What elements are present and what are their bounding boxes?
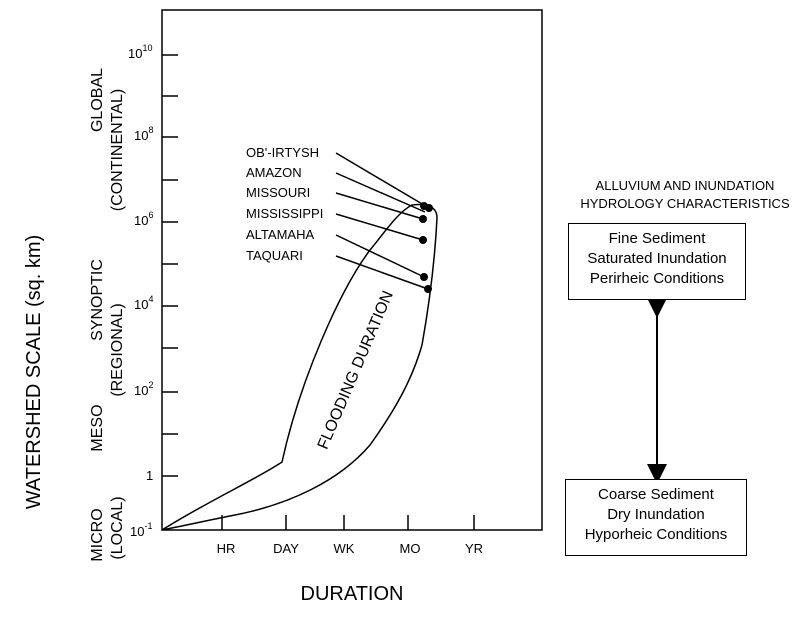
river-name-missouri: MISSOURI [246,185,310,200]
coarse-sediment-box: Coarse Sediment Dry Inundation Hyporheic… [565,479,747,556]
x-tick-label-mo: MO [400,541,421,556]
y-tick-label: 104 [134,294,153,312]
fine-sediment-box: Fine Sediment Saturated Inundation Perir… [568,223,746,300]
river-name-altamaha: ALTAMAHA [246,227,314,242]
x-tick-label-wk: WK [334,541,355,556]
river-name-amazon: AMAZON [246,165,302,180]
river-point-amazon [420,202,428,210]
scale-label-local: (LOCAL) [109,496,126,559]
envelope-label: FLOODING DURATION [315,289,397,452]
river-point-missouri [419,215,427,223]
plot-frame [161,9,543,531]
y-tick-label: 10-1 [130,521,152,539]
flooding-envelope [161,203,438,531]
scale-label-meso: MESO [89,404,106,451]
river-names: OB'-IRTYSH AMAZON MISSOURI MISSISSIPPI A… [246,145,323,263]
side-heading: ALLUVIUM AND INUNDATION HYDROLOGY CHARAC… [560,177,810,213]
x-axis-title: DURATION [301,583,404,605]
y-axis-title: WATERSHED SCALE (sq. km) [23,235,45,509]
x-tick-label-day: DAY [273,541,299,556]
scale-label-global: GLOBAL [89,68,106,132]
y-tick-labels: 1010 108 106 104 102 1 10-1 [128,43,153,539]
fine-sediment-line: Fine Sediment [608,230,706,247]
scale-label-continental: (CONTINENTAL) [109,89,126,211]
side-heading-line2: HYDROLOGY CHARACTERISTICS [580,196,790,211]
scale-label-synoptic: SYNOPTIC [89,259,106,341]
river-leaders [335,152,430,290]
perirheic-conditions-line: Perirheic Conditions [589,270,725,287]
river-name-ob-irtysh: OB'-IRTYSH [246,145,319,160]
scale-label-micro: MICRO [89,508,106,561]
hyporheic-conditions-line: Hyporheic Conditions [584,526,728,543]
river-points [419,202,433,293]
x-tick-label-hr: HR [217,541,236,556]
y-tick-label: 106 [134,210,153,228]
x-tick-label-yr: YR [465,541,483,556]
river-point-taquari [424,285,432,293]
river-name-taquari: TAQUARI [246,248,303,263]
y-tick-label: 1010 [128,43,152,61]
y-tick-label: 1 [146,468,153,483]
dry-inundation-line: Dry Inundation [607,506,705,523]
scale-labels: GLOBAL (CONTINENTAL) SYNOPTIC (REGIONAL)… [89,68,126,562]
coarse-sediment-line: Coarse Sediment [598,486,714,503]
y-tick-label: 102 [134,380,153,398]
river-point-mississippi [419,236,427,244]
y-tick-label: 108 [134,125,153,143]
saturated-inundation-line: Saturated Inundation [587,250,727,267]
river-name-mississippi: MISSISSIPPI [246,206,323,221]
river-point-altamaha [420,273,428,281]
y-tick-marks [162,54,178,477]
side-heading-line1: ALLUVIUM AND INUNDATION [595,178,775,193]
scale-label-regional: (REGIONAL) [109,303,126,396]
x-tick-labels: HR DAY WK MO YR [217,541,483,556]
x-tick-marks [221,515,475,530]
